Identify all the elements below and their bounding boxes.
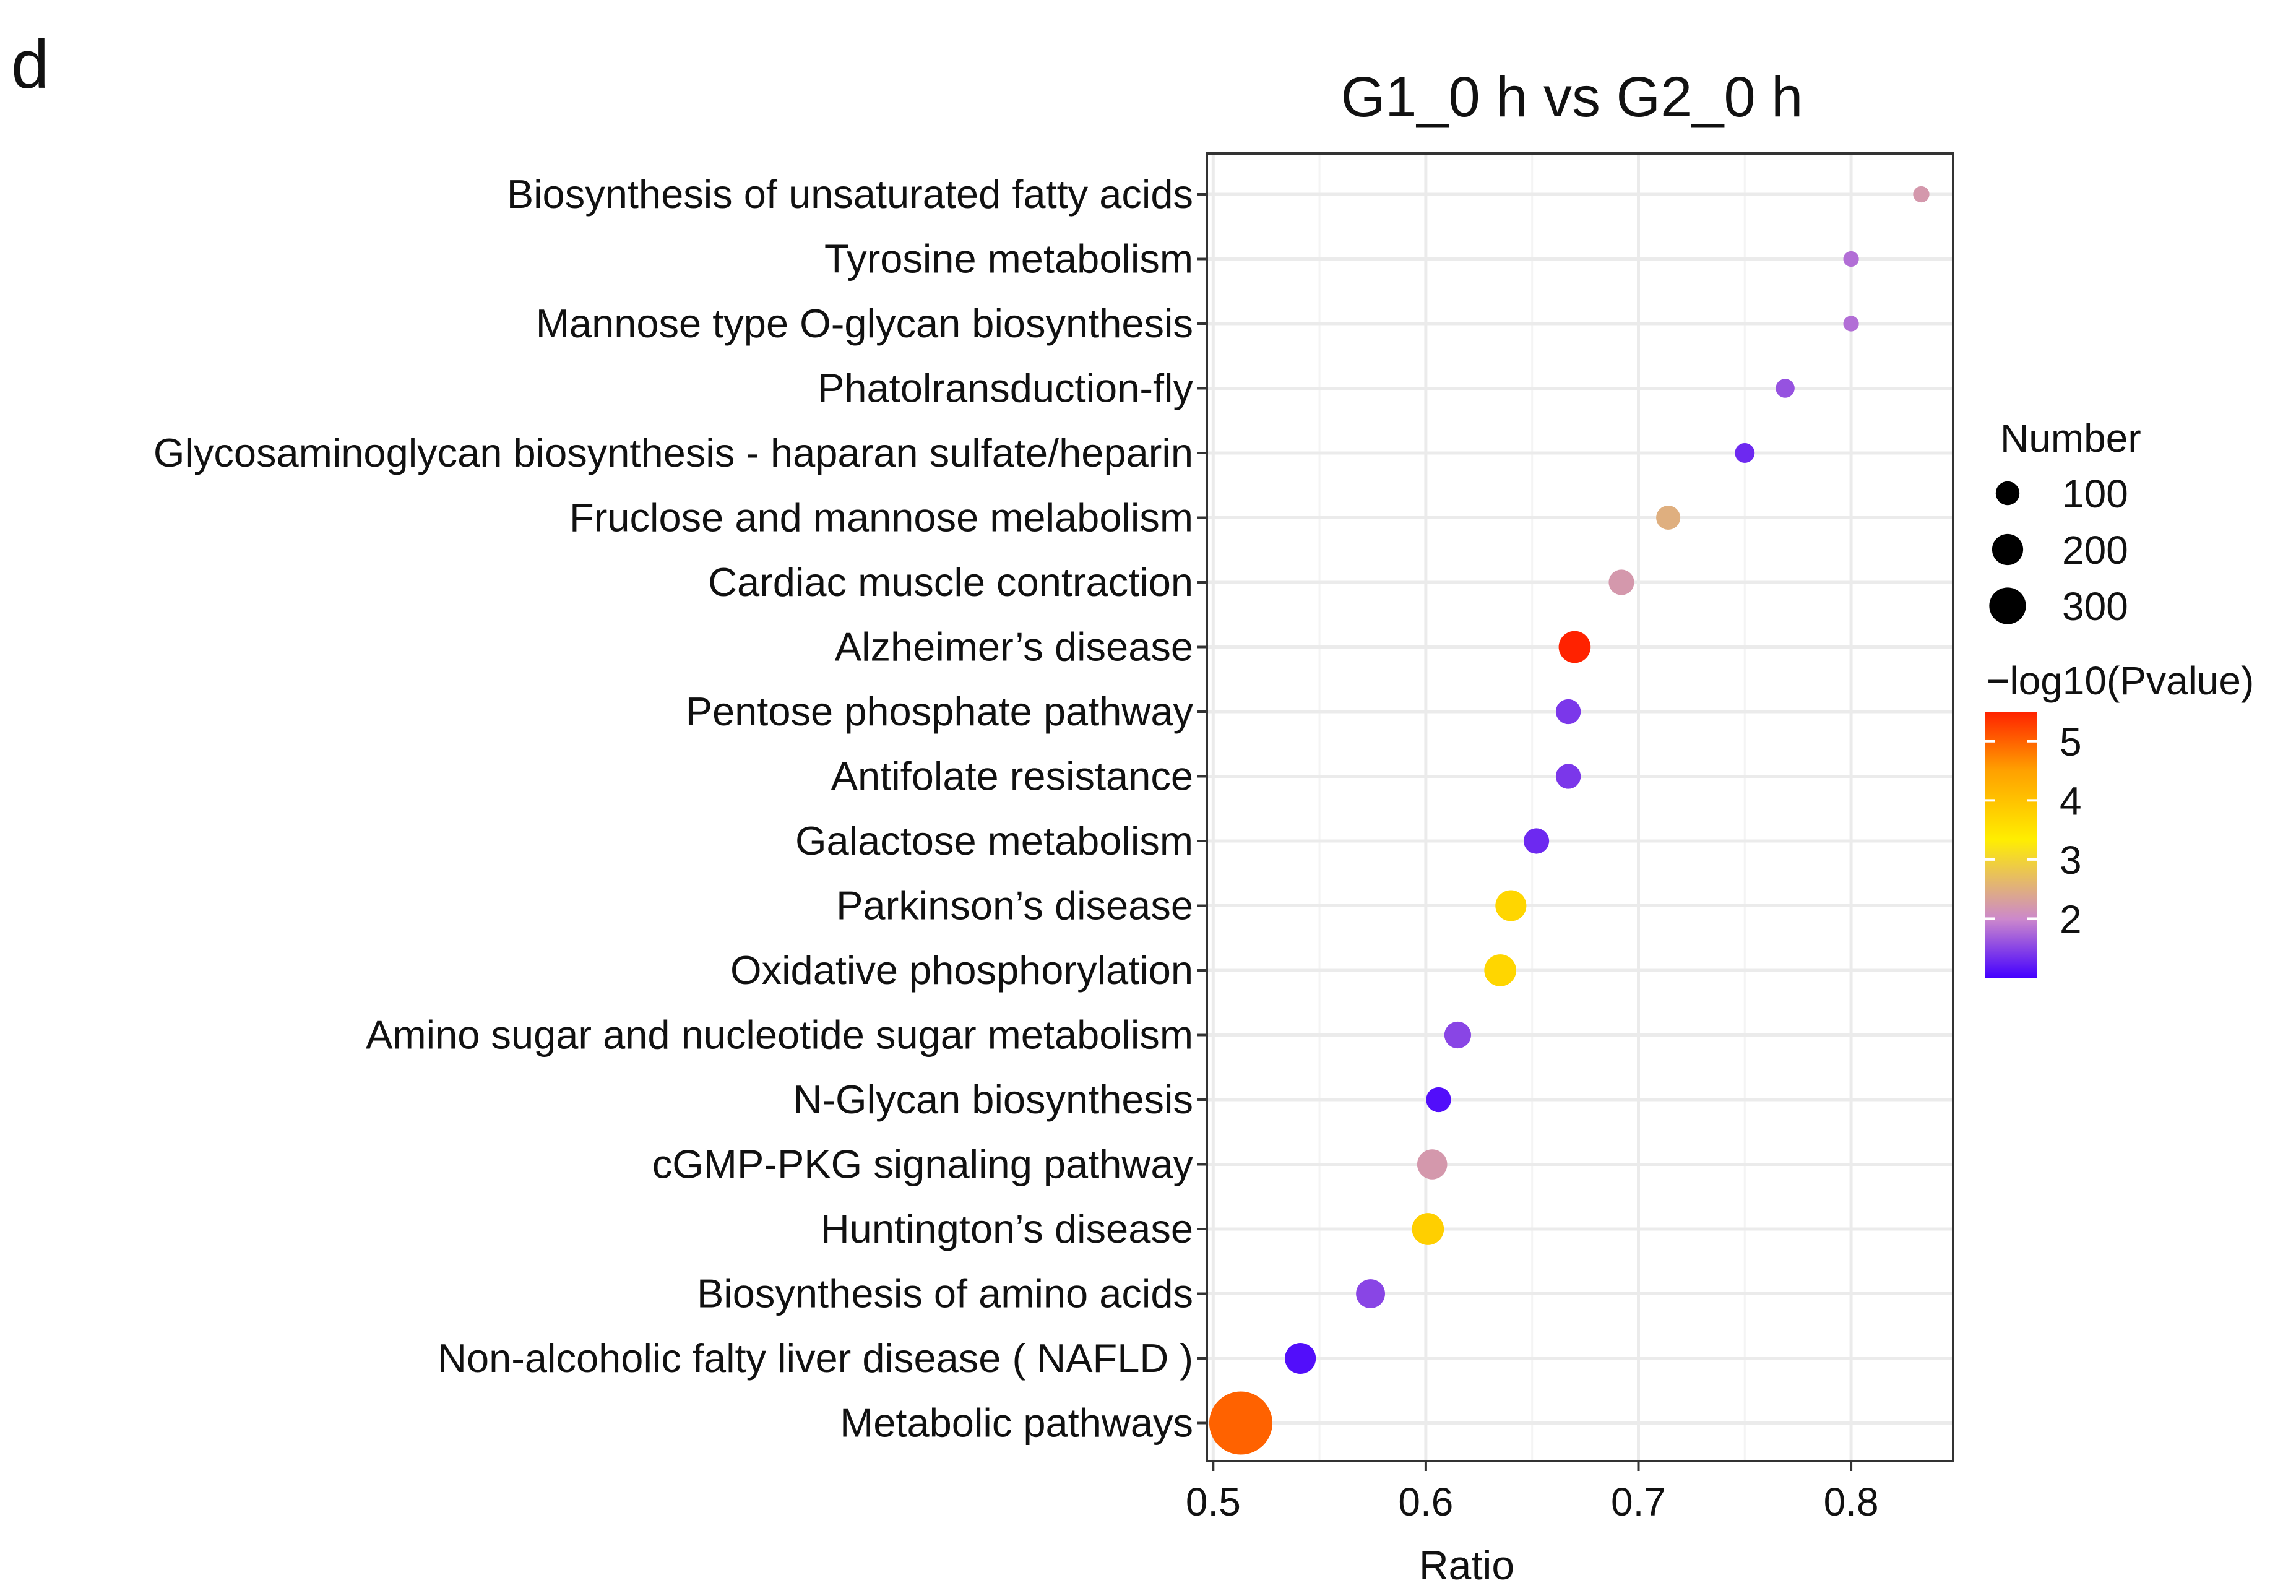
color-legend: −log10(Pvalue) 2 3 4 5 [1985,658,2254,978]
data-point [1426,1087,1451,1113]
colorbar-tick-label: 3 [2060,838,2082,882]
x-tick-label: 0.8 [1824,1480,1879,1524]
data-point [1356,1279,1385,1308]
y-category-label: Oxidative phosphorylation [730,947,1193,993]
x-axis: 0.5 0.6 0.7 0.8 [1186,1461,1879,1524]
data-point [1484,954,1516,986]
y-category-label: Galactose metabolism [795,818,1193,863]
y-category-label: Biosynthesis of amino acids [697,1271,1193,1316]
data-point [1656,506,1681,530]
data-point [1843,316,1859,332]
color-legend-title: −log10(Pvalue) [1987,658,2254,703]
data-point [1209,1391,1273,1455]
colorbar [1985,712,2037,978]
data-point [1913,186,1930,203]
data-point [1843,251,1859,267]
y-category-label: Metabolic pathways [840,1400,1193,1446]
size-legend-label: 200 [2062,528,2128,572]
y-category-label: Tyrosine metabolism [824,236,1193,282]
data-point [1776,379,1795,398]
y-category-label: Pentose phosphate pathway [686,689,1194,734]
y-category-label: Non-alcoholic falty liver disease ( NAFL… [438,1335,1193,1381]
y-category-label: Phatolransduction-fly [818,366,1193,411]
y-category-label: Mannose type O-glycan biosynthesis [536,301,1193,346]
data-point [1558,631,1591,663]
x-tick-label: 0.5 [1186,1480,1241,1524]
y-category-label: Parkinson’s disease [836,883,1193,928]
size-legend: Number 100 200 300 [1989,416,2141,629]
data-point [1495,890,1527,921]
data-point [1608,569,1634,595]
colorbar-tick-label: 2 [2060,897,2082,941]
data-point [1412,1213,1444,1245]
size-legend-key [1989,587,2026,624]
x-axis-title: Ratio [1419,1542,1514,1588]
y-category-label: cGMP-PKG signaling pathway [652,1142,1194,1187]
category-axis: Biosynthesis of unsaturated fatty acids T… [153,171,1207,1446]
grid-lines [1207,153,1953,1461]
data-point [1285,1342,1316,1374]
data-point [1555,764,1581,789]
plot-panel-border [1206,152,1954,1462]
y-category-label: Fruclose and mannose melabolism [569,495,1193,540]
plot-background [1207,153,1953,1461]
x-tick-label: 0.6 [1398,1480,1453,1524]
colorbar-tick-label: 4 [2060,779,2082,823]
data-point [1555,699,1581,725]
y-category-label: Alzheimer’s disease [835,624,1193,670]
data-point [1444,1021,1472,1049]
y-category-label: Glycosaminoglycan biosynthesis - haparan… [153,430,1193,475]
size-legend-title: Number [2000,416,2141,460]
size-legend-label: 300 [2062,584,2128,629]
size-legend-key [1995,481,2020,506]
chart-title: G1_0 h vs G2_0 h [1341,66,1803,129]
data-point [1735,443,1755,463]
colorbar-tick-label: 5 [2060,720,2082,764]
data-point [1523,828,1550,854]
y-category-label: Amino sugar and nucleotide sugar metabol… [366,1012,1193,1058]
y-category-label: N-Glycan biosynthesis [793,1077,1193,1122]
data-points [1209,186,1930,1455]
data-point [1417,1149,1448,1180]
y-category-label: Biosynthesis of unsaturated fatty acids [507,171,1193,217]
panel-letter: d [11,27,49,103]
y-category-label: Cardiac muscle contraction [708,559,1193,605]
size-legend-label: 100 [2062,472,2128,516]
x-tick-label: 0.7 [1611,1480,1666,1524]
size-legend-key [1992,533,2024,566]
y-category-label: Huntington’s disease [821,1206,1193,1251]
y-category-label: Antifolate resistance [831,754,1193,799]
